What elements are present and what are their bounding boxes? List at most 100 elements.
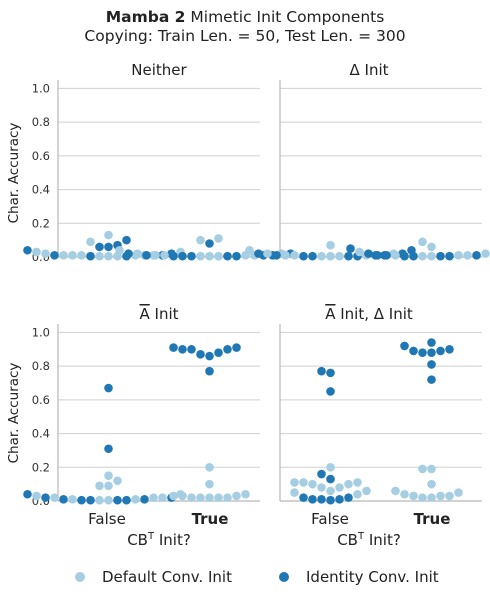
- point-identity-conv-init: [86, 495, 95, 505]
- point-identity-conv-init: [445, 251, 454, 261]
- point-default-conv-init: [149, 493, 158, 502]
- point-identity-conv-init: [364, 249, 373, 258]
- point-default-conv-init: [131, 495, 140, 504]
- point-default-conv-init: [481, 249, 490, 258]
- point-default-conv-init: [169, 491, 178, 501]
- x-axis-label-left-end: Init?: [154, 531, 191, 549]
- point-identity-conv-init: [178, 344, 187, 354]
- y-tick-label: 0.2: [32, 216, 50, 230]
- point-identity-conv-init: [344, 493, 353, 502]
- point-identity-conv-init: [122, 235, 131, 245]
- point-identity-conv-init: [326, 495, 335, 505]
- point-default-conv-init: [427, 251, 436, 261]
- point-identity-conv-init: [400, 251, 409, 261]
- point-default-conv-init: [335, 251, 344, 261]
- point-identity-conv-init: [436, 346, 445, 356]
- point-identity-conv-init: [77, 495, 86, 505]
- point-default-conv-init: [418, 251, 427, 261]
- panel-title-a-init-bar: A: [139, 305, 150, 323]
- point-identity-conv-init: [317, 366, 326, 376]
- point-identity-conv-init: [317, 495, 326, 504]
- point-identity-conv-init: [409, 251, 418, 261]
- point-default-conv-init: [241, 489, 250, 499]
- point-default-conv-init: [281, 251, 290, 260]
- point-default-conv-init: [178, 491, 187, 501]
- x-axis-label-left-sup: T: [147, 531, 155, 542]
- point-default-conv-init: [41, 249, 50, 258]
- y-tick-label: 0.2: [32, 460, 50, 474]
- point-default-conv-init: [196, 493, 205, 502]
- point-default-conv-init: [355, 247, 364, 257]
- point-default-conv-init: [214, 493, 223, 502]
- chart-title-bold: Mamba 2: [106, 8, 186, 26]
- point-identity-conv-init: [317, 469, 326, 479]
- point-default-conv-init: [133, 249, 142, 258]
- point-identity-conv-init: [95, 242, 104, 252]
- point-default-conv-init: [436, 491, 445, 501]
- legend-label-identity: Identity Conv. Init: [306, 568, 439, 586]
- point-default-conv-init: [95, 495, 104, 505]
- point-identity-conv-init: [427, 360, 436, 369]
- panel-0: 0.00.20.40.60.81.0: [23, 80, 295, 264]
- point-default-conv-init: [32, 247, 41, 257]
- point-default-conv-init: [454, 488, 463, 497]
- legend-marker-identity: [279, 572, 289, 582]
- point-identity-conv-init: [335, 495, 344, 504]
- point-identity-conv-init: [223, 251, 232, 261]
- point-default-conv-init: [95, 251, 104, 261]
- point-default-conv-init: [326, 251, 335, 261]
- point-default-conv-init: [86, 237, 95, 247]
- point-identity-conv-init: [272, 251, 281, 260]
- point-default-conv-init: [113, 476, 122, 486]
- point-identity-conv-init: [326, 387, 335, 396]
- point-default-conv-init: [104, 471, 113, 481]
- panel-1: [245, 80, 490, 261]
- point-default-conv-init: [68, 495, 77, 504]
- point-default-conv-init: [418, 237, 427, 247]
- x-axis-label-right-end: Init?: [364, 531, 401, 549]
- point-default-conv-init: [290, 251, 299, 260]
- point-default-conv-init: [263, 249, 272, 258]
- point-default-conv-init: [232, 491, 241, 501]
- point-identity-conv-init: [205, 351, 214, 361]
- panel-title-neither-text: Neither: [131, 61, 187, 79]
- point-default-conv-init: [326, 486, 335, 496]
- point-default-conv-init: [160, 251, 169, 260]
- point-default-conv-init: [290, 478, 299, 487]
- x-axis-label-left: CBT Init?: [127, 531, 191, 549]
- legend-label-default: Default Conv. Init: [102, 568, 232, 586]
- point-identity-conv-init: [436, 251, 445, 261]
- point-default-conv-init: [158, 493, 167, 502]
- point-default-conv-init: [245, 245, 254, 255]
- x-axis-label-right-sup: T: [357, 531, 365, 542]
- point-default-conv-init: [68, 251, 77, 260]
- point-default-conv-init: [427, 242, 436, 252]
- x-axis-label-right: CBT Init?: [337, 531, 401, 549]
- legend-marker-default: [75, 572, 85, 582]
- point-default-conv-init: [463, 251, 472, 260]
- point-identity-conv-init: [140, 495, 149, 504]
- point-default-conv-init: [326, 240, 335, 250]
- point-default-conv-init: [95, 481, 104, 491]
- point-default-conv-init: [104, 230, 113, 240]
- point-default-conv-init: [104, 251, 113, 261]
- point-identity-conv-init: [232, 343, 241, 352]
- x-tick-true-left: True: [192, 510, 229, 528]
- point-identity-conv-init: [299, 493, 308, 502]
- panel-title-a-init: A Init: [139, 305, 178, 323]
- panel-title-a-init-text: Init: [150, 305, 179, 323]
- point-default-conv-init: [214, 234, 223, 243]
- y-axis-label-bottom: Char. Accuracy: [6, 363, 22, 464]
- point-identity-conv-init: [382, 251, 391, 260]
- point-identity-conv-init: [104, 444, 113, 454]
- x-tick-true-right: True: [414, 510, 451, 528]
- point-identity-conv-init: [124, 249, 133, 258]
- point-default-conv-init: [77, 251, 86, 260]
- point-default-conv-init: [205, 462, 214, 472]
- point-identity-conv-init: [346, 244, 355, 253]
- point-default-conv-init: [391, 486, 400, 496]
- point-identity-conv-init: [214, 348, 223, 357]
- point-identity-conv-init: [41, 493, 50, 502]
- point-default-conv-init: [104, 495, 113, 505]
